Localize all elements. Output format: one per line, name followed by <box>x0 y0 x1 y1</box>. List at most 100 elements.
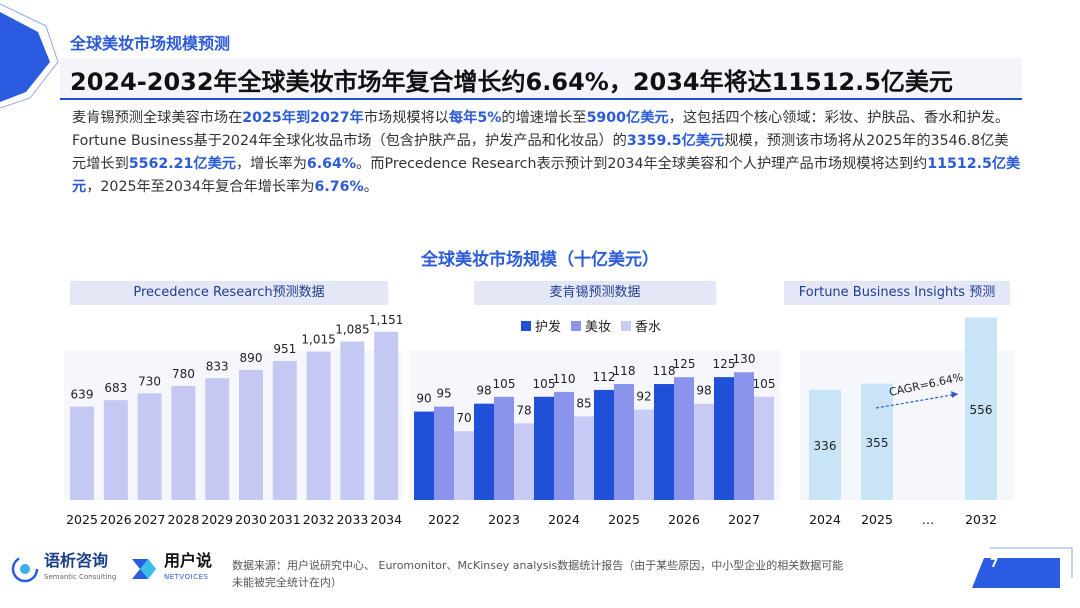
value-label-fortune-2024: 336 <box>814 439 837 453</box>
value-label-precedence-2030: 890 <box>240 351 263 365</box>
x-tick-precedence-2032: 2032 <box>303 512 335 527</box>
legend-label: 美妆 <box>585 320 612 335</box>
bar-precedence-2026 <box>103 400 128 500</box>
value-label-fortune-2025: 355 <box>866 436 889 450</box>
value-label-美妆-2024: 110 <box>553 372 576 386</box>
bar-precedence-2025 <box>70 406 94 500</box>
intro-highlight: 5900亿美元 <box>586 110 669 126</box>
value-label-香水-2022: 70 <box>456 411 471 425</box>
logo2-name: 用户说 <box>164 551 213 570</box>
value-label-护发-2024: 105 <box>533 377 556 391</box>
bar-美妆-2024 <box>554 391 574 500</box>
bar-precedence-2034 <box>374 331 399 500</box>
bar-美妆-2025 <box>614 384 634 500</box>
value-label-香水-2025: 92 <box>636 390 651 404</box>
x-tick-fortune-ellipsis: … <box>922 512 935 527</box>
value-label-美妆-2025: 118 <box>613 364 636 378</box>
page-number-badge <box>972 547 1073 588</box>
x-tick-precedence-2028: 2028 <box>167 512 199 527</box>
legend-swatch-hair <box>521 320 531 331</box>
panel-label-fortune: Fortune Business Insights 预测 <box>784 281 1010 305</box>
intro-text: ，增长率为 <box>235 156 307 172</box>
bar-fortune-2032 <box>965 317 997 500</box>
semantic-logo-icon <box>11 555 39 583</box>
value-label-precedence-2025: 639 <box>71 388 94 402</box>
bar-香水-2022 <box>454 431 474 500</box>
bar-precedence-2032 <box>306 351 331 500</box>
intro-text: 的增速增长至 <box>501 110 587 126</box>
legend-swatch-fragrance <box>621 320 632 331</box>
x-tick-precedence-2026: 2026 <box>100 512 132 527</box>
netvoices-logo-icon <box>132 559 156 579</box>
value-label-香水-2023: 78 <box>516 403 531 417</box>
bar-美妆-2022 <box>434 406 454 500</box>
bar-香水-2026 <box>694 403 714 500</box>
intro-highlight: 3359.5亿美元 <box>626 133 725 149</box>
value-label-precedence-2027: 730 <box>138 374 161 388</box>
x-tick-precedence-2034: 2034 <box>370 512 402 527</box>
intro-highlight: 每年5% <box>448 110 502 126</box>
value-label-fortune-2032: 556 <box>970 403 993 417</box>
intro-text: 。而Precedence Research表示预计到2034年全球美容和个人护理… <box>356 156 928 172</box>
value-label-护发-2026: 118 <box>653 364 676 378</box>
bar-护发-2024 <box>534 396 554 500</box>
title-bar <box>60 58 1022 100</box>
x-tick-mckinsey-2027: 2027 <box>728 512 760 527</box>
bar-precedence-2031 <box>272 361 297 500</box>
intro-highlight: 6.76% <box>314 179 364 195</box>
intro-text: 。 <box>363 179 378 195</box>
intro-text: 市场规模将以 <box>363 110 449 126</box>
bar-护发-2025 <box>594 389 614 500</box>
page-number: 7 <box>990 556 999 570</box>
page-title: 2024-2032年全球美妆市场年复合增长约6.64%，2034年将达11512… <box>70 68 953 96</box>
value-label-香水-2024: 85 <box>576 396 591 410</box>
intro-highlight: 11512.5亿美元 <box>72 156 1021 195</box>
intro-text: ，2025年至2034年复合年增长率为 <box>86 179 315 195</box>
x-tick-precedence-2030: 2030 <box>235 512 267 527</box>
bar-fortune-2025 <box>861 383 893 500</box>
legend-label: 香水 <box>635 320 662 335</box>
bar-护发-2026 <box>654 384 674 500</box>
intro-highlight: 6.64% <box>306 156 357 172</box>
bar-precedence-2033 <box>340 341 365 500</box>
intro-highlight: 2025年到2027年 <box>242 110 364 126</box>
value-label-护发-2022: 90 <box>416 392 431 406</box>
logo2-sub: NETVOICES <box>164 573 209 581</box>
value-label-precedence-2029: 833 <box>206 359 229 373</box>
value-label-precedence-2026: 683 <box>104 381 127 395</box>
bar-香水-2025 <box>634 409 654 500</box>
value-label-香水-2026: 98 <box>696 384 711 398</box>
logo-netvoices: 用户说 NETVOICES <box>128 552 212 586</box>
value-label-护发-2025: 112 <box>593 370 616 384</box>
intro-paragraph: 麦肯锡预测全球美容市场在2025年到2027年市场规模将以每年5%的增速增长至5… <box>72 107 1022 199</box>
x-tick-precedence-2033: 2033 <box>336 512 368 527</box>
x-tick-mckinsey-2023: 2023 <box>488 512 520 527</box>
intro-text: 麦肯锡预测全球美容市场在 <box>72 110 243 126</box>
x-tick-mckinsey-2022: 2022 <box>428 512 460 527</box>
corner-decoration <box>0 3 59 109</box>
value-label-precedence-2031: 951 <box>273 342 296 356</box>
value-label-美妆-2022: 95 <box>436 387 451 401</box>
intro-text: 规模，预测该市场将从2025年的3546.8亿美元增长到 <box>72 133 1009 172</box>
x-tick-fortune-2032: 2032 <box>965 512 997 527</box>
bar-precedence-2027 <box>137 393 162 500</box>
bar-fortune-2024 <box>809 389 841 500</box>
intro-highlight: 5562.21亿美元 <box>128 156 236 172</box>
panel-label-mckinsey: 麦肯锡预测数据 <box>474 281 716 305</box>
x-tick-precedence-2029: 2029 <box>201 512 233 527</box>
cagr-arrow-line <box>875 393 959 409</box>
x-tick-precedence-2027: 2027 <box>134 512 166 527</box>
cagr-arrow-head <box>951 391 958 398</box>
bar-美妆-2027 <box>734 372 754 500</box>
legend-item-fragrance: 香水 <box>621 316 661 335</box>
x-tick-mckinsey-2024: 2024 <box>548 512 580 527</box>
logo1-sub: Semantic Consulting <box>44 573 117 581</box>
value-label-护发-2023: 98 <box>476 384 491 398</box>
legend-item-hair: 护发 <box>521 316 561 335</box>
legend-label: 护发 <box>535 320 562 335</box>
x-tick-fortune-2024: 2024 <box>809 512 841 527</box>
legend-swatch-makeup <box>571 320 582 331</box>
value-label-precedence-2033: 1,085 <box>335 322 369 336</box>
value-label-美妆-2026: 125 <box>673 357 696 371</box>
